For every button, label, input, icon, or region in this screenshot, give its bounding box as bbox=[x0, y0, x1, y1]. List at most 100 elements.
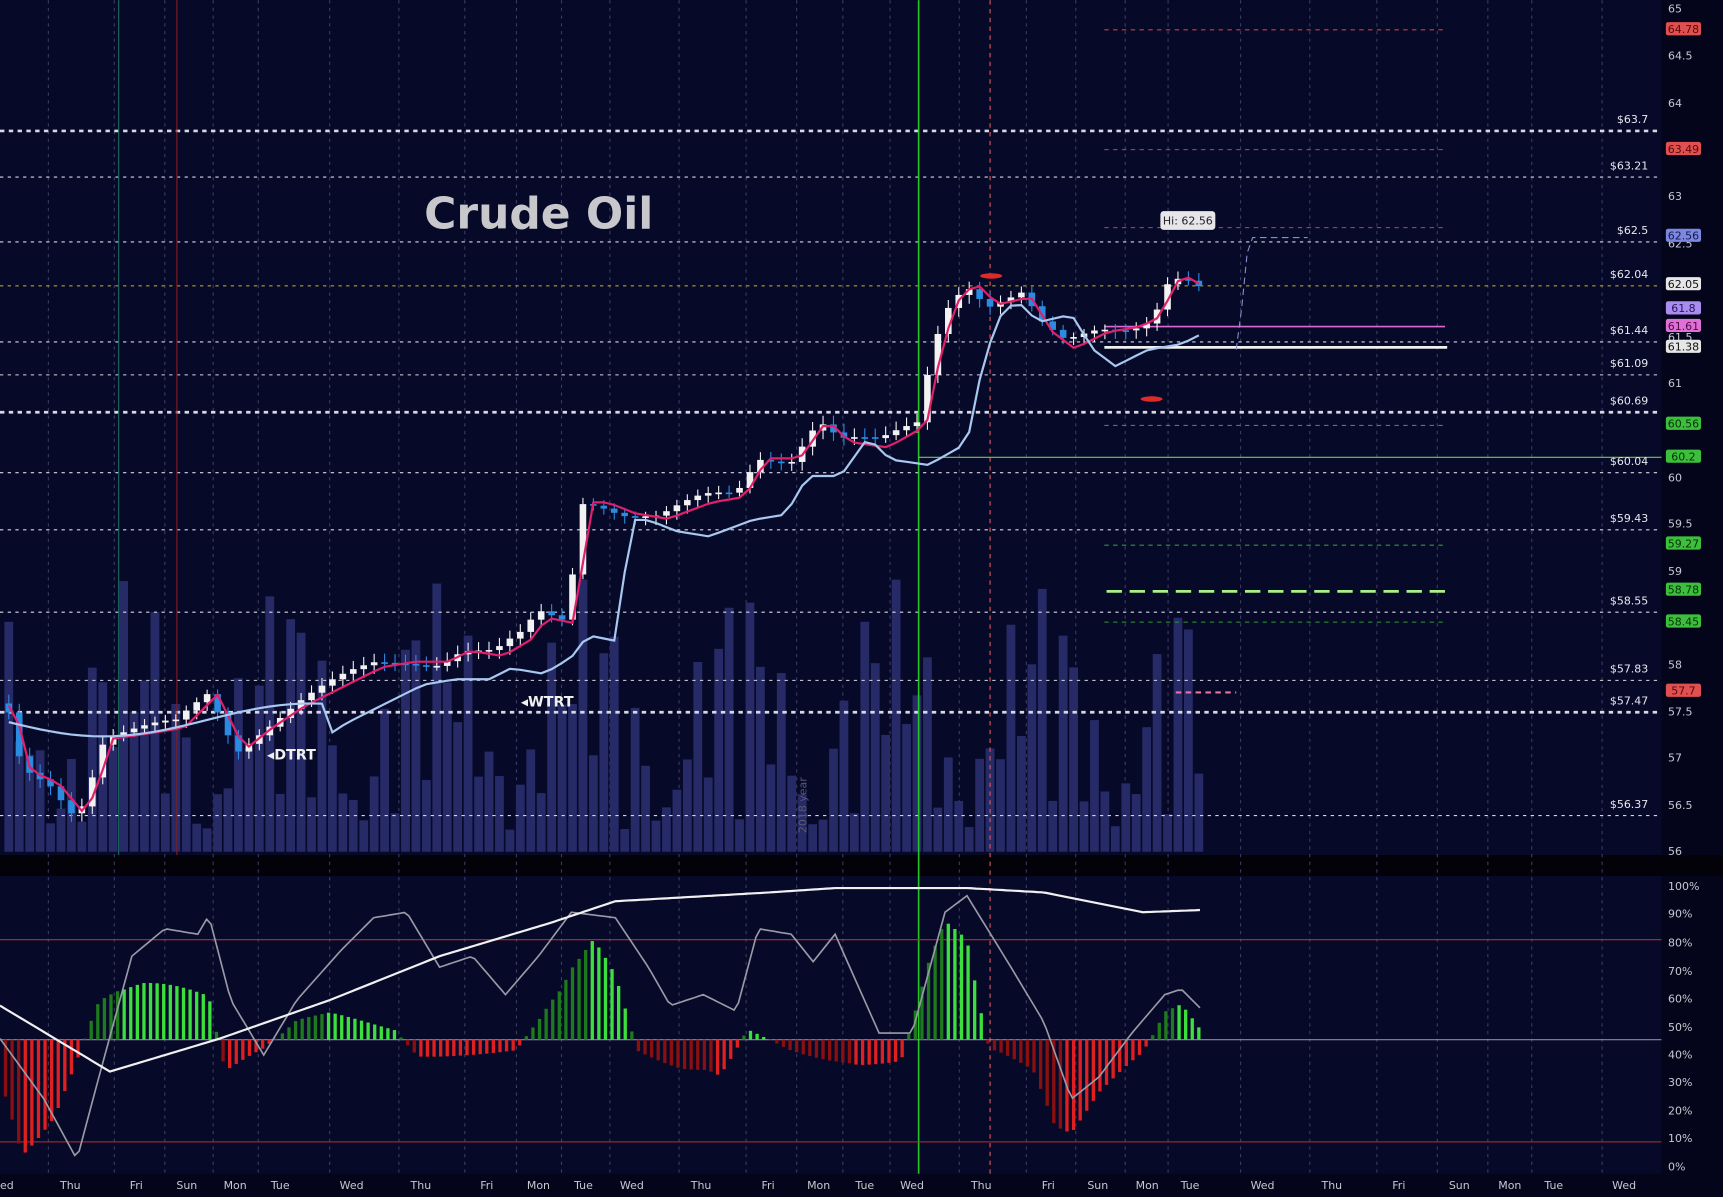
candle-body bbox=[871, 437, 879, 439]
volume-bar bbox=[588, 755, 598, 852]
volume-bar bbox=[296, 632, 306, 852]
candle-body bbox=[736, 487, 743, 493]
volume bbox=[4, 579, 1204, 852]
volume-bar bbox=[881, 734, 891, 852]
histogram-bar bbox=[135, 984, 140, 1040]
pane-separator bbox=[0, 855, 1723, 876]
histogram-bar bbox=[735, 1039, 739, 1048]
histogram-bar bbox=[320, 1014, 324, 1040]
histogram-bar bbox=[768, 1039, 772, 1041]
candles bbox=[5, 271, 1203, 822]
volume-bar bbox=[160, 793, 170, 852]
chart-title: Crude Oil bbox=[424, 189, 653, 240]
slow-average bbox=[8, 303, 1200, 738]
candle-body bbox=[235, 735, 242, 752]
histogram-bar bbox=[913, 1010, 917, 1040]
grid bbox=[47, 0, 1603, 1174]
histogram-bar bbox=[617, 986, 621, 1040]
histogram-bar bbox=[986, 1039, 990, 1044]
projection bbox=[1235, 236, 1308, 350]
histogram-bar bbox=[590, 941, 594, 1040]
candle-body bbox=[610, 508, 618, 513]
histogram-bar bbox=[1091, 1039, 1096, 1101]
histogram-bar bbox=[900, 1039, 904, 1058]
candle-body bbox=[694, 495, 702, 501]
candle-body bbox=[224, 712, 232, 736]
histogram-bar bbox=[953, 928, 957, 1040]
price-tick-label: 56.5 bbox=[1668, 799, 1692, 812]
histogram-bar bbox=[893, 1039, 898, 1062]
histogram-bar bbox=[755, 1033, 759, 1040]
candle-body bbox=[965, 289, 973, 295]
histogram-bar bbox=[689, 1039, 693, 1070]
volume-bar bbox=[557, 704, 567, 852]
histogram-bar bbox=[471, 1039, 476, 1055]
candle-body bbox=[485, 650, 493, 652]
candle-body bbox=[203, 694, 211, 703]
histogram-bar bbox=[43, 1039, 47, 1130]
time-label: Wed bbox=[1612, 1179, 1636, 1192]
histogram-bar bbox=[392, 1030, 397, 1040]
histogram-bar bbox=[260, 1039, 265, 1049]
volume-bar bbox=[46, 823, 55, 852]
volume-bar bbox=[1173, 617, 1183, 852]
volume-bar bbox=[202, 828, 212, 852]
histogram-bar bbox=[841, 1039, 845, 1063]
candle-body bbox=[903, 426, 910, 431]
volume-bar bbox=[286, 619, 296, 852]
candle-body bbox=[757, 459, 764, 473]
price-tick-label: 64 bbox=[1668, 97, 1682, 110]
volume-bar bbox=[254, 685, 264, 852]
histogram-bar bbox=[379, 1026, 383, 1040]
histogram-bar bbox=[821, 1039, 825, 1060]
histogram-bar bbox=[966, 945, 970, 1040]
time-label: Tue bbox=[270, 1179, 290, 1192]
volume-bar bbox=[996, 759, 1005, 852]
histogram-bar bbox=[465, 1039, 469, 1056]
volume-bar bbox=[14, 741, 24, 852]
annotation: ◂DTRT bbox=[267, 747, 316, 763]
price-tag bbox=[1665, 614, 1702, 628]
volume-bar bbox=[442, 682, 452, 852]
marker bbox=[980, 273, 1003, 279]
oscillator-tick-label: 10% bbox=[1668, 1132, 1692, 1145]
volume-bar bbox=[401, 649, 410, 852]
histogram-bar bbox=[1164, 1011, 1168, 1040]
histogram-bar bbox=[181, 987, 186, 1040]
histogram-bar bbox=[959, 934, 964, 1040]
candle-body bbox=[1007, 297, 1015, 303]
histogram-bar bbox=[267, 1039, 271, 1044]
volume-bar bbox=[1027, 664, 1037, 852]
histogram-bar bbox=[518, 1039, 522, 1046]
time-label: Wed bbox=[620, 1179, 644, 1192]
histogram-bar bbox=[630, 1031, 634, 1040]
histogram-bar bbox=[247, 1039, 252, 1056]
histogram-bar bbox=[234, 1039, 238, 1064]
histogram-bar bbox=[1038, 1039, 1043, 1089]
volume-bar bbox=[119, 581, 129, 852]
volume-bar bbox=[359, 820, 369, 852]
histogram-bar bbox=[333, 1013, 337, 1040]
candle-body bbox=[1049, 321, 1056, 330]
time-label: Fri bbox=[1042, 1179, 1055, 1192]
price-tick-label: 63 bbox=[1668, 190, 1682, 203]
volume-bar bbox=[787, 775, 797, 852]
candle-body bbox=[423, 665, 430, 667]
price-tick-label: 59 bbox=[1668, 565, 1682, 578]
volume-bar bbox=[213, 794, 222, 852]
volume-bar bbox=[829, 748, 838, 852]
time-label: Thu bbox=[410, 1179, 432, 1192]
volume-bar bbox=[641, 765, 650, 852]
volume-bar bbox=[703, 777, 713, 852]
volume-bar bbox=[1142, 727, 1152, 852]
candle-body bbox=[1018, 292, 1025, 298]
histogram-bar bbox=[425, 1039, 430, 1057]
annotation: ◂WTRT bbox=[521, 695, 574, 711]
histogram-bar bbox=[3, 1039, 8, 1097]
price-tick-label: 61 bbox=[1668, 377, 1682, 390]
volume-bar bbox=[756, 666, 765, 852]
histogram-bar bbox=[1019, 1039, 1023, 1063]
histogram-bar bbox=[1025, 1039, 1030, 1067]
time-label: Mon bbox=[527, 1179, 550, 1192]
